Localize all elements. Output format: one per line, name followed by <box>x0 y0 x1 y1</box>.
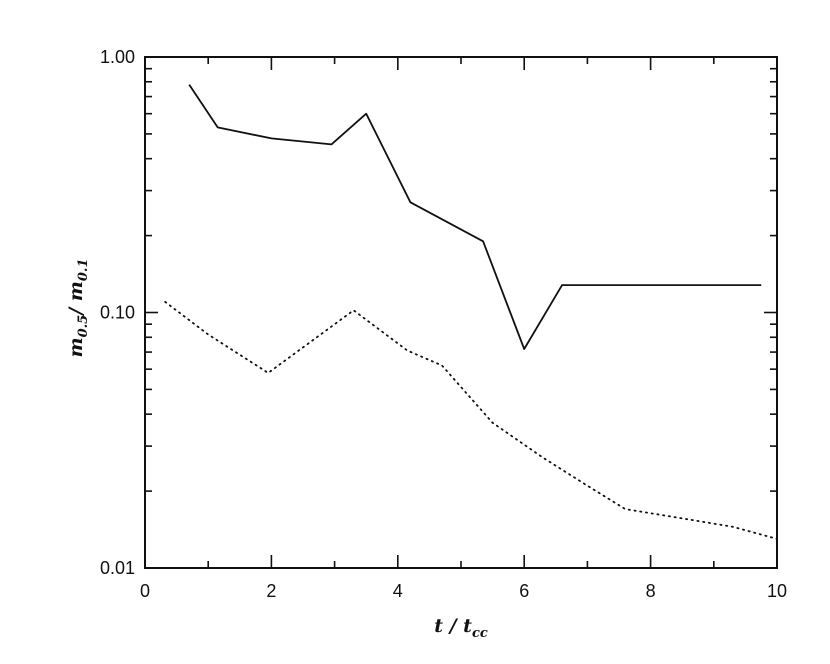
x-tick-label: 0 <box>140 581 150 601</box>
y-tick-label: 0.10 <box>100 303 135 323</box>
x-axis-label: t / tcc <box>434 615 488 641</box>
ylabel-m2: m <box>65 281 88 302</box>
series-solid <box>188 84 762 350</box>
x-tick-label: 6 <box>519 581 529 601</box>
x-tick-label: 4 <box>393 581 403 601</box>
x-tick-label: 8 <box>646 581 656 601</box>
ylabel-m1: m <box>65 337 88 358</box>
x-tick-label: 10 <box>767 581 787 601</box>
xlabel-sub: cc <box>471 625 488 641</box>
series-dotted <box>164 300 778 540</box>
xlabel-base: t / t <box>434 615 472 638</box>
ylabel-sub1: 0.5 <box>75 314 91 338</box>
x-tick-label: 2 <box>266 581 276 601</box>
ylabel-sub2: 0.1 <box>75 258 91 282</box>
y-axis-label: m0.5/ m0.1 <box>65 258 91 357</box>
y-tick-label: 1.00 <box>100 47 135 67</box>
ylabel-separator: / <box>65 301 88 315</box>
plot-frame <box>144 56 778 569</box>
y-tick-label: 0.01 <box>100 558 135 578</box>
